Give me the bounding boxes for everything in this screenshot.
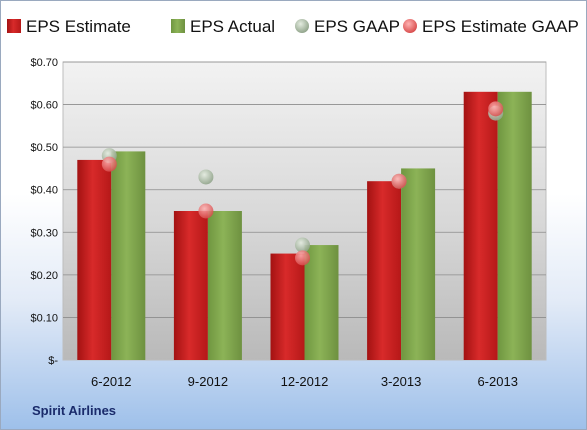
eps-estimate-gaap-marker [295, 250, 310, 266]
x-category-label: 9-2012 [188, 374, 228, 389]
y-tick-label: $0.30 [30, 227, 58, 239]
y-tick-label: $0.20 [30, 270, 58, 282]
eps-estimate-gaap-marker [488, 101, 504, 117]
eps-gaap-marker [198, 169, 214, 185]
bars [77, 91, 532, 361]
eps-estimate-gaap-marker [101, 156, 117, 172]
eps-estimate-gaap-marker [391, 173, 407, 189]
y-tick-label: $0.70 [30, 57, 58, 69]
eps-estimate-bar [173, 211, 208, 360]
legend-label: EPS Estimate GAAP [422, 17, 579, 36]
eps-actual-bar [111, 151, 146, 360]
eps-estimate-bar [77, 159, 112, 360]
x-category-label: 3-2013 [381, 374, 421, 389]
eps-actual-bar [304, 245, 339, 360]
legend-label: EPS Actual [190, 17, 275, 36]
y-tick-label: $- [48, 355, 58, 367]
eps-estimate-bar [270, 253, 305, 360]
legend-swatch [403, 19, 417, 33]
eps-actual-bar [497, 91, 532, 361]
company-name: Spirit Airlines [32, 403, 117, 418]
eps-actual-bar [207, 211, 242, 360]
eps-estimate-bar [463, 91, 498, 361]
markers [101, 101, 504, 266]
eps-estimate-gaap-marker [198, 203, 214, 219]
legend-label: EPS GAAP [314, 17, 400, 36]
legend-label: EPS Estimate [26, 17, 131, 36]
eps-estimate-bar [367, 181, 402, 360]
legend-swatch [295, 19, 309, 33]
y-axis-ticks: $- $0.10 $0.20 $0.30 $0.40 $0.50 $0.60 $0.70 [30, 57, 58, 367]
legend-swatch [7, 19, 21, 33]
x-axis-ticks: 6-2012 9-2012 12-2012 3-2013 6-2013 [91, 374, 518, 389]
y-tick-label: $0.50 [30, 142, 58, 154]
legend-swatch [171, 19, 185, 33]
y-tick-label: $0.10 [30, 312, 58, 324]
eps-gaap-marker [295, 237, 310, 253]
x-category-label: 6-2013 [477, 374, 517, 389]
y-tick-label: $0.60 [30, 100, 58, 112]
y-tick-label: $0.40 [30, 185, 58, 197]
eps-actual-bar [401, 168, 436, 360]
x-category-label: 6-2012 [91, 374, 131, 389]
legend: EPS Estimate EPS Actual EPS GAAP EPS Estima… [7, 17, 579, 36]
x-category-label: 12-2012 [281, 374, 329, 389]
